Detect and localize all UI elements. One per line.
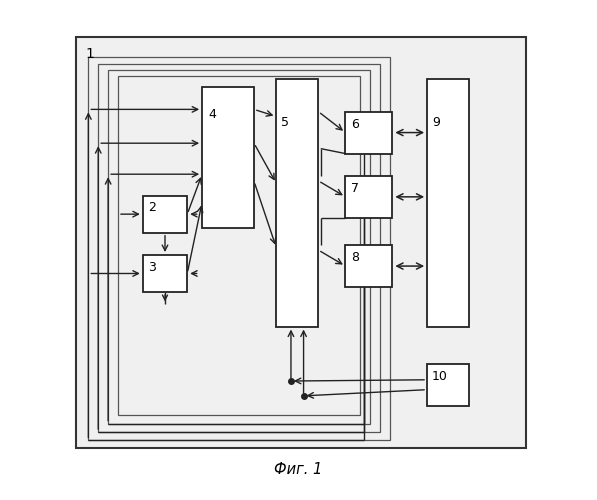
Bar bbox=[346, 112, 392, 154]
Text: 4: 4 bbox=[208, 108, 216, 121]
Bar bbox=[143, 255, 187, 292]
Bar bbox=[76, 38, 526, 448]
Bar bbox=[108, 70, 370, 424]
Bar bbox=[346, 176, 392, 218]
Text: 9: 9 bbox=[432, 116, 440, 130]
Bar bbox=[99, 64, 380, 432]
Text: 6: 6 bbox=[351, 118, 359, 131]
Text: 7: 7 bbox=[351, 182, 359, 195]
Text: 10: 10 bbox=[432, 370, 448, 383]
Bar bbox=[276, 80, 318, 326]
Bar bbox=[143, 196, 187, 232]
Text: 1: 1 bbox=[86, 48, 95, 62]
Text: 3: 3 bbox=[148, 260, 156, 274]
Bar bbox=[346, 245, 392, 287]
Text: 5: 5 bbox=[281, 116, 290, 130]
Bar bbox=[88, 57, 390, 440]
Bar bbox=[118, 76, 361, 415]
Text: 2: 2 bbox=[148, 201, 156, 214]
Text: Фиг. 1: Фиг. 1 bbox=[275, 462, 322, 477]
Text: 8: 8 bbox=[351, 252, 359, 264]
Bar bbox=[427, 80, 469, 326]
Bar bbox=[202, 87, 254, 228]
Bar bbox=[427, 364, 469, 406]
